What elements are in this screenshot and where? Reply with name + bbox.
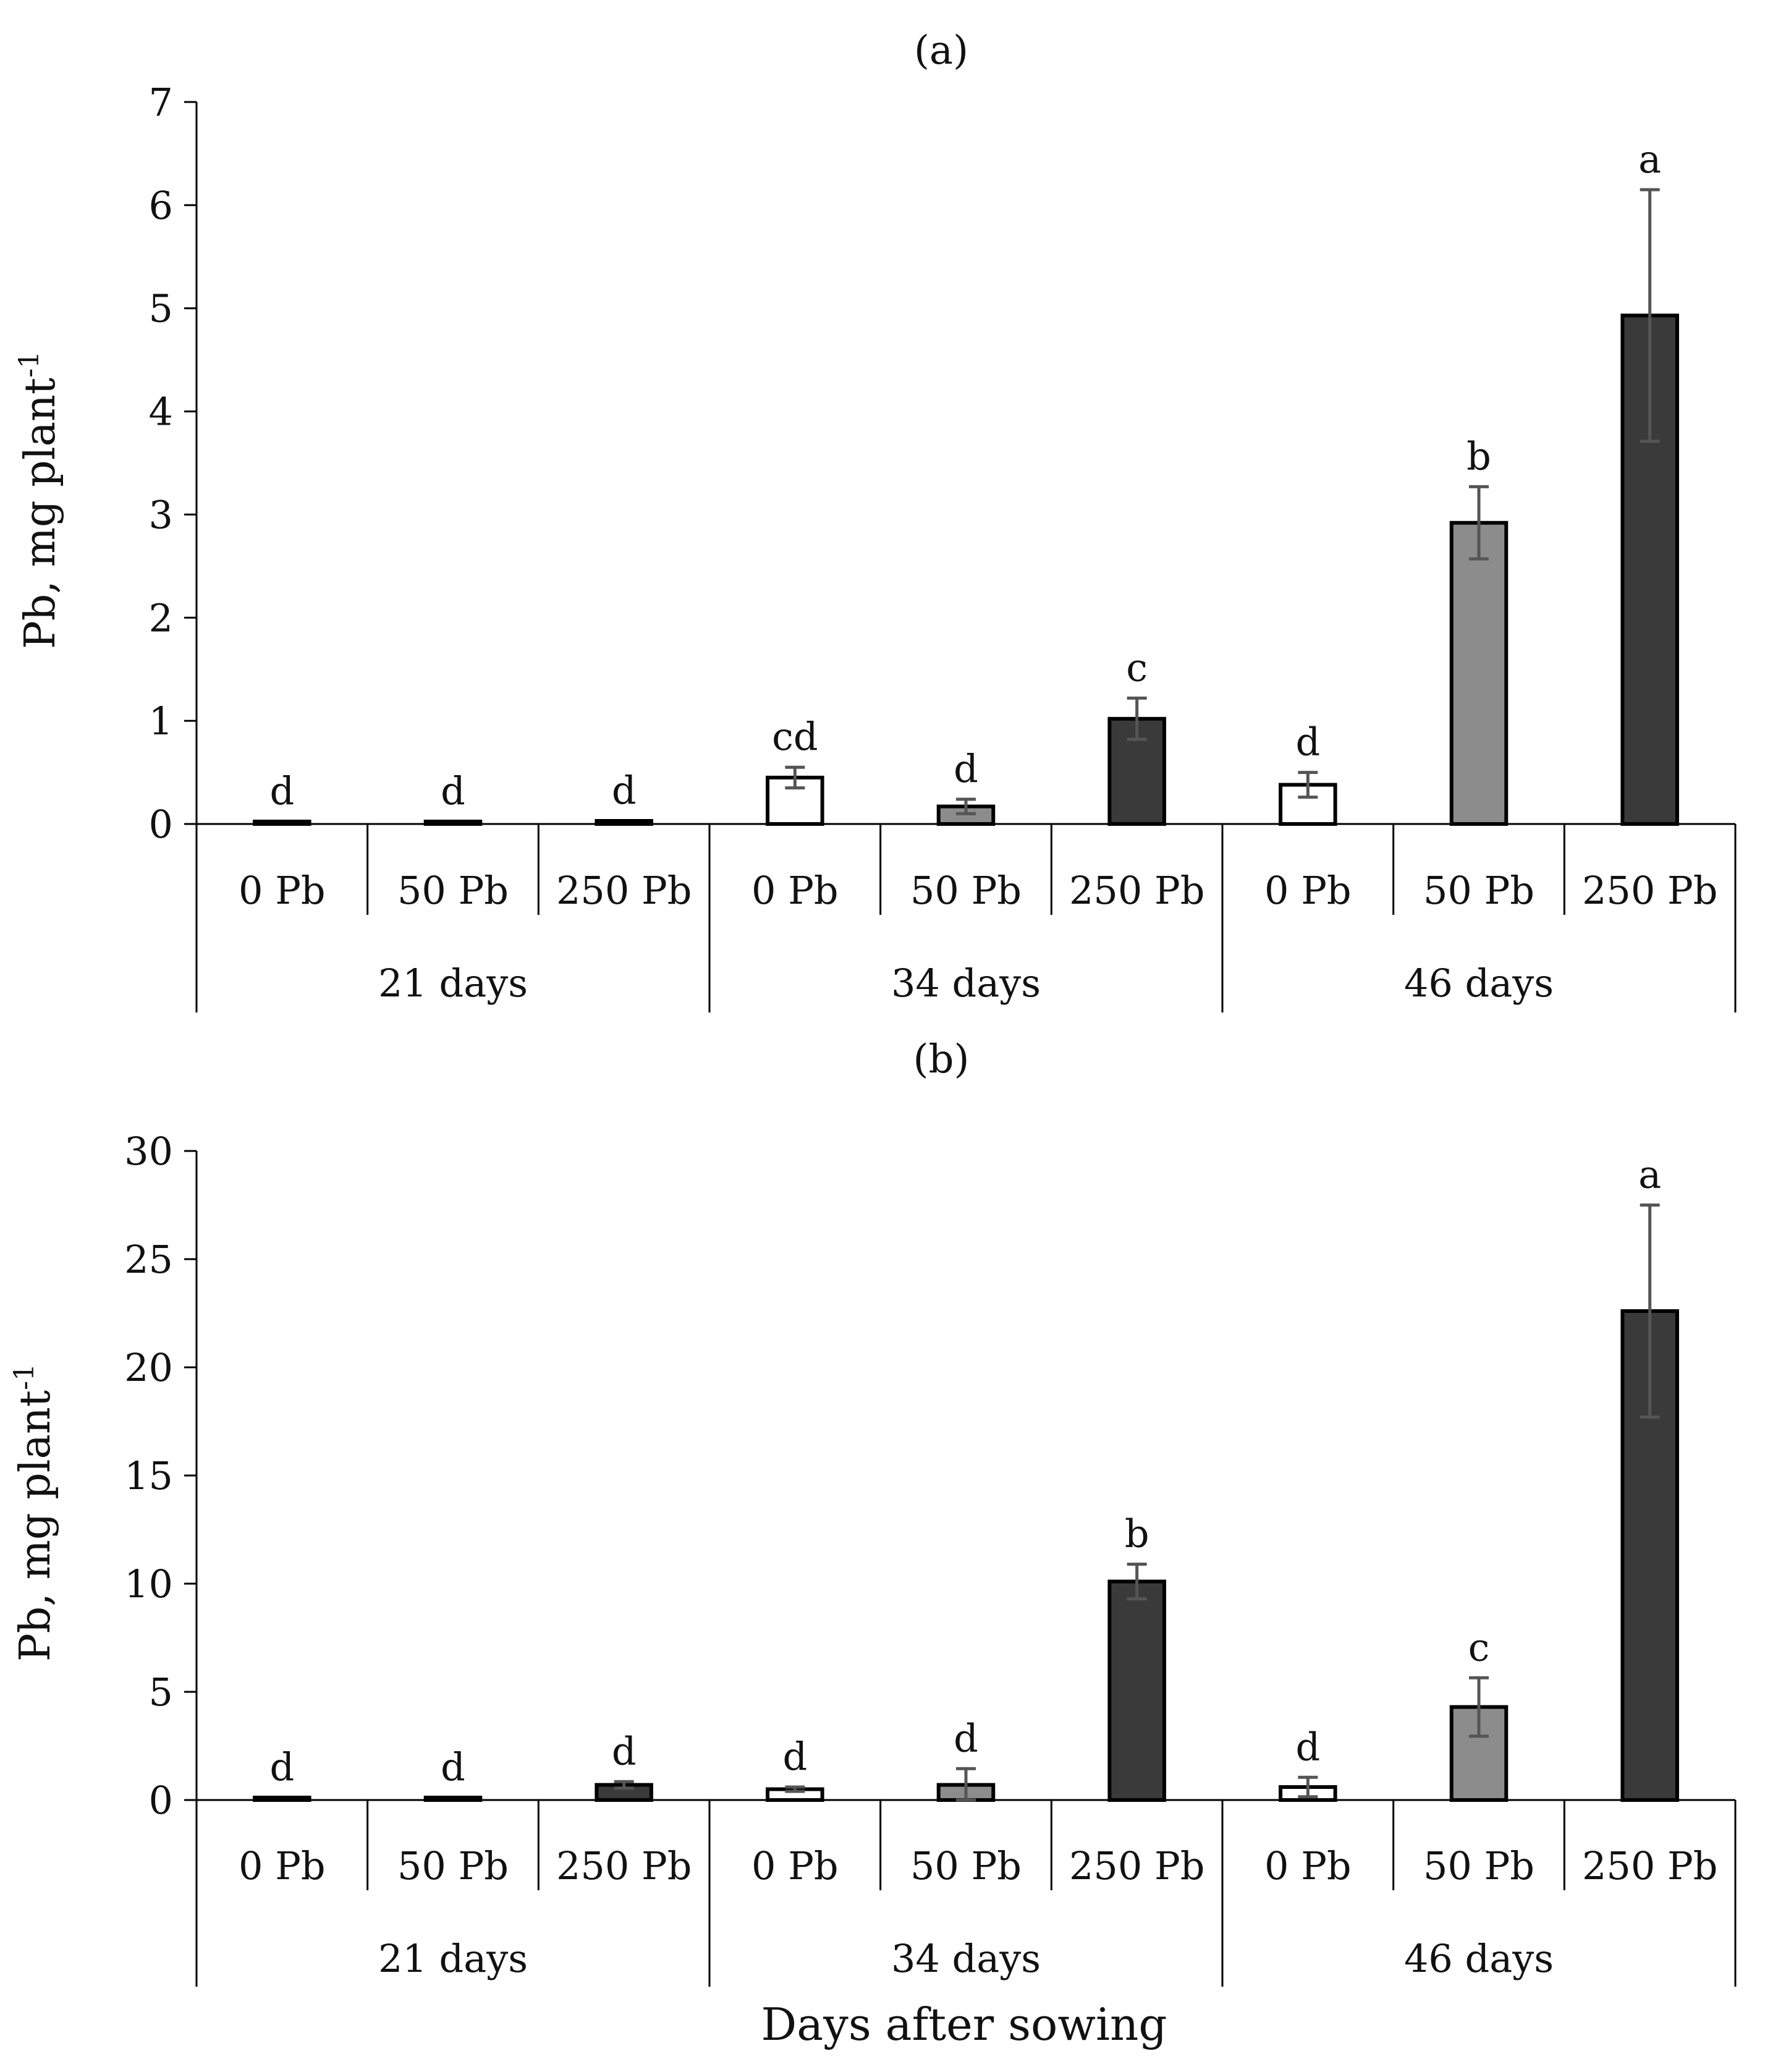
- y-tick-label: 2: [149, 595, 173, 640]
- category-label: 50 Pb: [910, 868, 1022, 913]
- x-axis-title: Days after sowing: [761, 1998, 1167, 2050]
- category-label: 0 Pb: [239, 868, 326, 913]
- y-tick-label: 7: [149, 80, 173, 125]
- category-label: 0 Pb: [239, 1843, 326, 1888]
- significance-label: cd: [772, 714, 818, 759]
- significance-label: d: [954, 1715, 978, 1760]
- bar: [595, 818, 653, 826]
- y-tick-label: 6: [149, 183, 173, 228]
- category-label: 250 Pb: [1069, 1843, 1204, 1888]
- group-label: 46 days: [1404, 1936, 1554, 1981]
- category-label: 250 Pb: [1069, 868, 1204, 913]
- y-axis-title-superscript: -1: [14, 351, 45, 378]
- y-axis-title: Pb, mg plant-1: [9, 1364, 60, 1662]
- significance-label: d: [612, 1728, 637, 1773]
- category-label: 250 Pb: [1582, 1843, 1717, 1888]
- bar: [423, 1796, 483, 1802]
- panel-b: (b) Pb, mg plant-1 0 5 10 15 20 25 30 d 0 Pb d 50 Pb…: [9, 1037, 1737, 1987]
- panel-title: (a): [914, 28, 968, 74]
- significance-label: d: [269, 768, 294, 813]
- significance-label: d: [441, 1744, 465, 1790]
- y-tick-label: 4: [149, 389, 173, 435]
- y-tick-label: 0: [149, 1778, 173, 1823]
- significance-label: d: [612, 768, 637, 813]
- significance-label: d: [1295, 720, 1320, 765]
- significance-label: c: [1126, 645, 1148, 690]
- panel-a: (a) Pb, mg plant-1 0 1 2 3 4 5 6 7 d 0 Pb d 50 Pb d 250…: [14, 28, 1737, 1013]
- significance-label: b: [1125, 1511, 1149, 1556]
- category-label: 250 Pb: [556, 868, 692, 913]
- significance-label: b: [1467, 433, 1491, 478]
- bar: [253, 1796, 311, 1802]
- group-label: 34 days: [891, 961, 1041, 1006]
- category-label: 50 Pb: [397, 868, 509, 913]
- significance-label: d: [269, 1744, 294, 1790]
- category-label: 0 Pb: [1264, 1843, 1352, 1888]
- category-label: 0 Pb: [1264, 868, 1352, 913]
- y-tick-label: 15: [124, 1453, 173, 1498]
- significance-label: c: [1468, 1624, 1490, 1670]
- panel-title: (b): [913, 1037, 970, 1082]
- category-label: 0 Pb: [751, 1843, 839, 1888]
- y-axis-title: Pb, mg plant-1: [14, 351, 65, 649]
- significance-label: d: [782, 1734, 807, 1779]
- bar: [253, 820, 311, 826]
- category-label: 50 Pb: [910, 1843, 1022, 1888]
- y-tick-label: 25: [124, 1237, 173, 1282]
- y-tick-label: 20: [124, 1345, 173, 1390]
- category-label: 50 Pb: [1423, 1843, 1534, 1888]
- y-tick-label: 5: [149, 286, 173, 331]
- y-tick-label: 1: [149, 698, 173, 744]
- category-label: 250 Pb: [1582, 868, 1717, 913]
- y-tick-label: 0: [149, 802, 173, 847]
- significance-label: a: [1638, 1152, 1661, 1197]
- y-axis-title-text: Pb, mg plant: [11, 1390, 60, 1662]
- y-axis-title-text: Pb, mg plant: [16, 378, 65, 649]
- y-tick-label: 30: [124, 1129, 173, 1174]
- group-label: 21 days: [378, 961, 528, 1006]
- category-label: 0 Pb: [751, 868, 839, 913]
- bar: [1449, 520, 1509, 826]
- bar: [423, 820, 483, 826]
- bar: [1107, 1579, 1166, 1802]
- significance-label: a: [1638, 137, 1661, 182]
- category-label: 250 Pb: [556, 1843, 692, 1888]
- significance-label: d: [441, 768, 465, 813]
- group-label: 34 days: [891, 1936, 1041, 1981]
- significance-label: d: [1295, 1724, 1320, 1769]
- y-tick-label: 10: [124, 1561, 173, 1607]
- y-tick-label: 5: [149, 1670, 173, 1715]
- group-label: 46 days: [1404, 961, 1554, 1006]
- group-label: 21 days: [378, 1936, 528, 1981]
- y-tick-label: 3: [149, 492, 173, 537]
- y-axis-title-superscript: -1: [9, 1364, 40, 1390]
- category-label: 50 Pb: [397, 1843, 509, 1888]
- significance-label: d: [954, 746, 978, 791]
- category-label: 50 Pb: [1423, 868, 1534, 913]
